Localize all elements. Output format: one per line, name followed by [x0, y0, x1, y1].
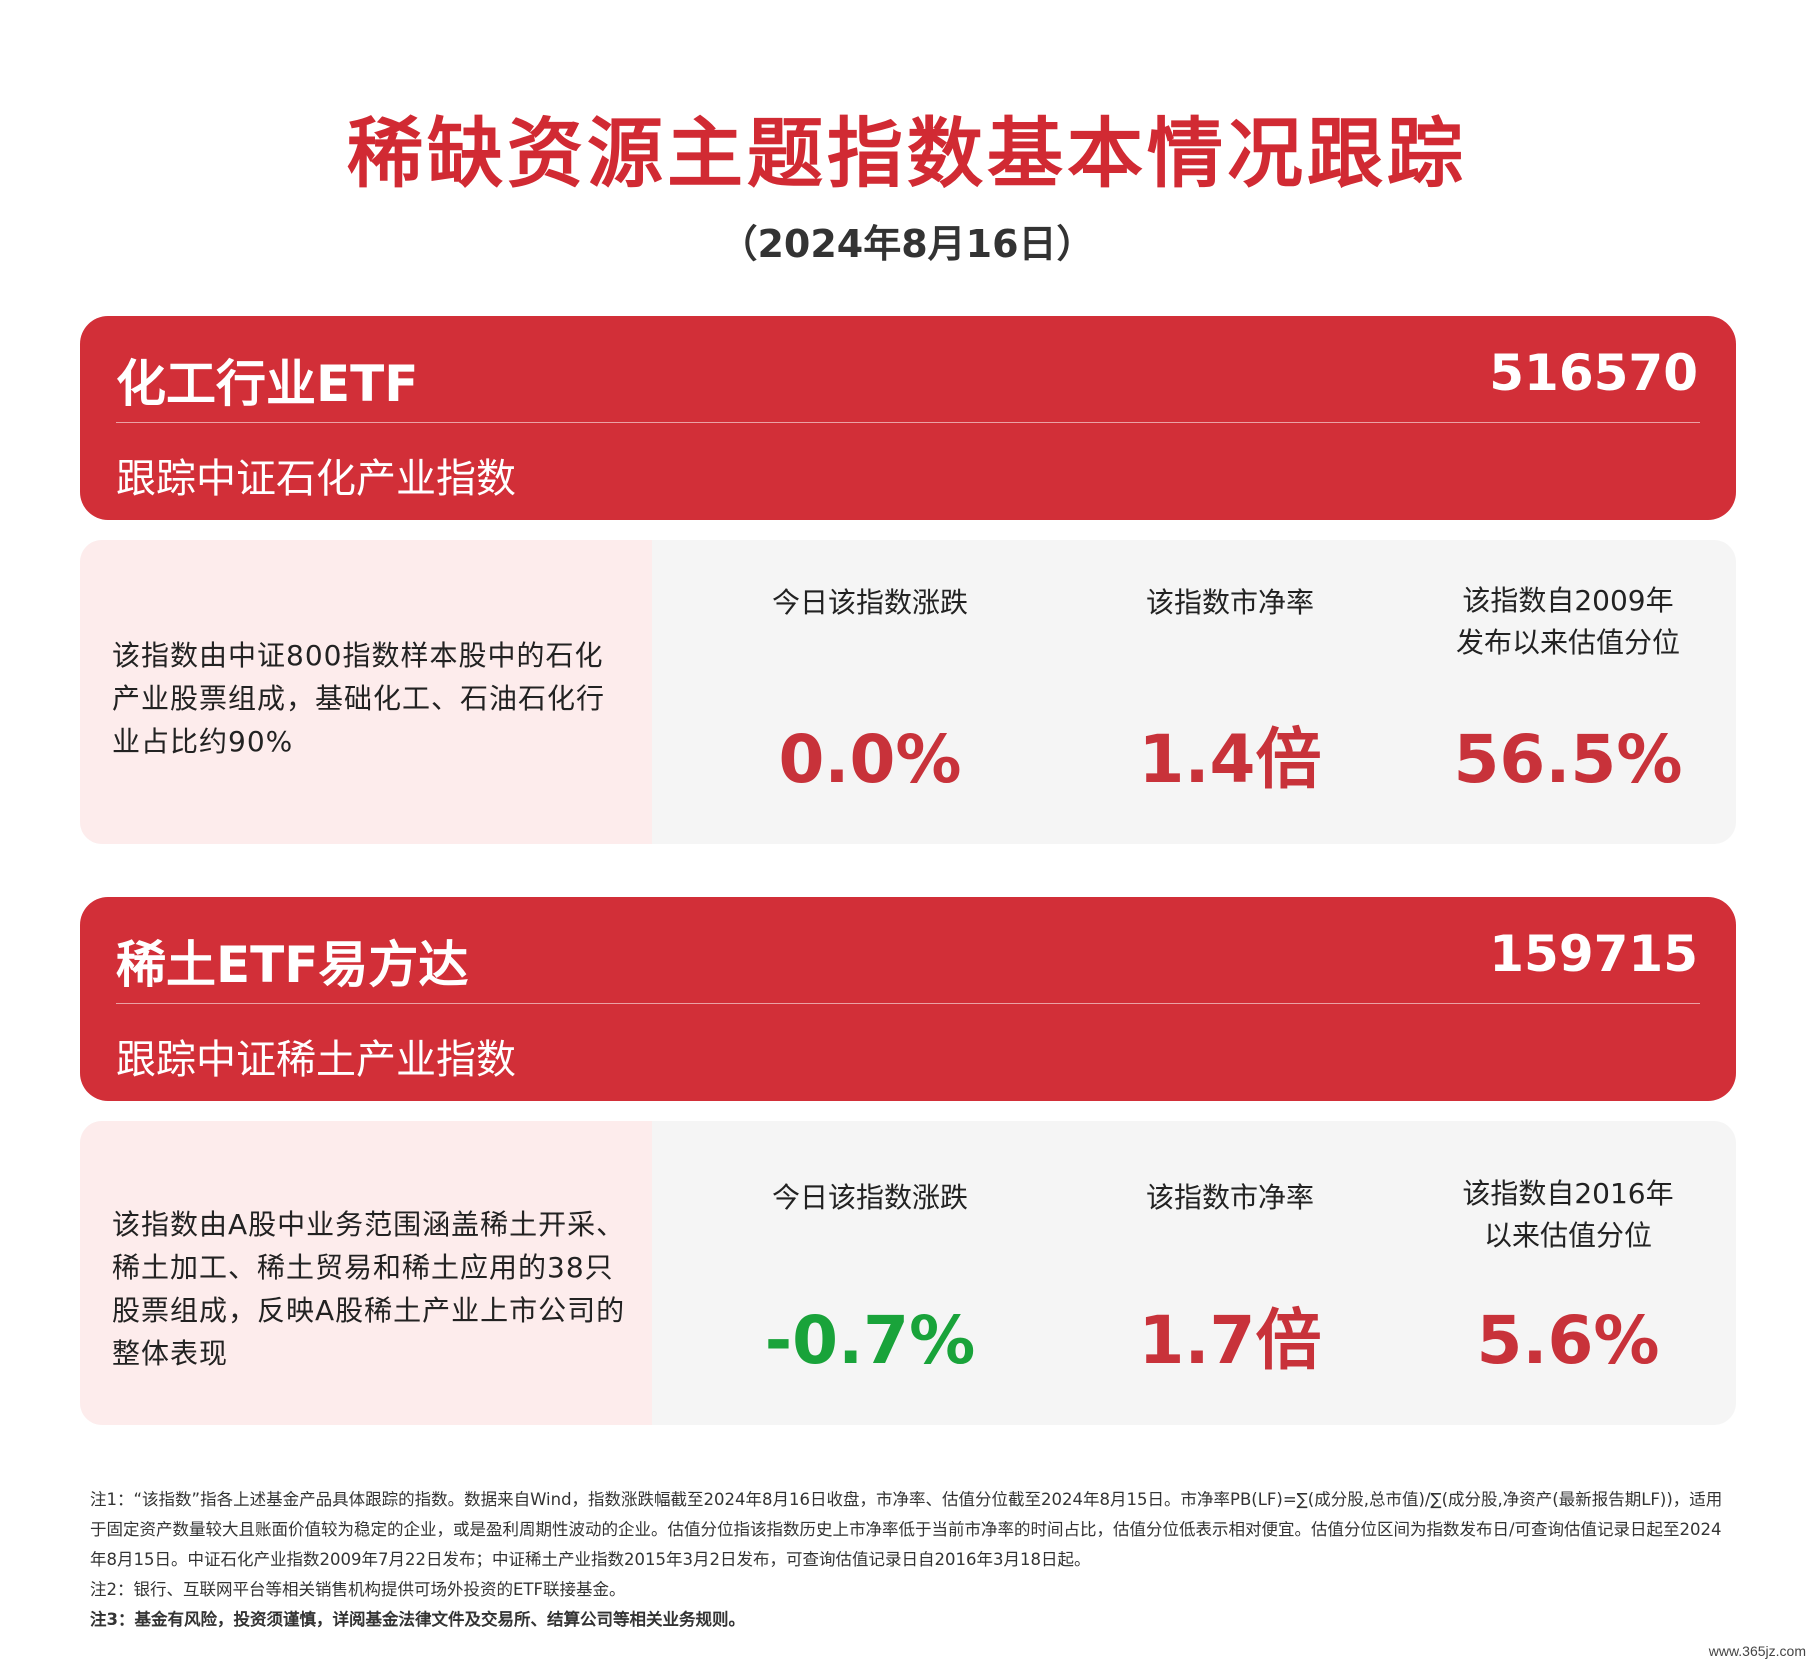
index-description-panel: 该指数由中证800指数样本股中的石化产业股票组成，基础化工、石油石化行业占比约9…	[80, 540, 652, 844]
metric-value: 56.5%	[1453, 721, 1683, 798]
metric-daily-change: 今日该指数涨跌 0.0%	[680, 540, 1060, 844]
header-divider	[116, 1003, 1700, 1004]
index-description: 该指数由中证800指数样本股中的石化产业股票组成，基础化工、石油石化行业占比约9…	[112, 639, 606, 758]
metric-value: 1.4倍	[1138, 721, 1322, 798]
fund-card-rare-earth: 该指数由A股中业务范围涵盖稀土开采、稀土加工、稀土贸易和稀土应用的38只股票组成…	[80, 1121, 1736, 1425]
footnotes: 注1：“该指数”指各上述基金产品具体跟踪的指数。数据来自Wind，指数涨跌幅截至…	[90, 1485, 1730, 1635]
metric-value: 1.7倍	[1138, 1302, 1322, 1379]
fund-card-chemical: 该指数由中证800指数样本股中的石化产业股票组成，基础化工、石油石化行业占比约9…	[80, 540, 1736, 844]
fund-track-index: 跟踪中证石化产业指数	[116, 456, 516, 502]
header-divider	[116, 422, 1700, 423]
fund-code: 516570	[1489, 344, 1698, 402]
metric-label: 今日该指数涨跌	[771, 586, 968, 619]
fund-header-chemical: 化工行业ETF 516570 跟踪中证石化产业指数	[80, 316, 1736, 520]
index-description-panel: 该指数由A股中业务范围涵盖稀土开采、稀土加工、稀土贸易和稀土应用的38只股票组成…	[80, 1121, 652, 1425]
footnote-3: 注3：基金有风险，投资须谨慎，详阅基金法律文件及交易所、结算公司等相关业务规则。	[90, 1610, 745, 1629]
metric-value: 0.0%	[778, 721, 962, 798]
footnote-2: 注2：银行、互联网平台等相关销售机构提供可场外投资的ETF联接基金。	[90, 1580, 626, 1599]
watermark: www.365jz.com	[1708, 1643, 1806, 1659]
fund-track-index: 跟踪中证稀土产业指数	[116, 1037, 516, 1083]
fund-name: 稀土ETF易方达	[116, 936, 469, 994]
metric-valuation-percentile: 该指数自2016年 以来估值分位 5.6%	[1400, 1121, 1736, 1425]
metric-pb-ratio: 该指数市净率 1.4倍	[1060, 540, 1400, 844]
metric-label: 该指数市净率	[1145, 1181, 1314, 1214]
page-title: 稀缺资源主题指数基本情况跟踪	[347, 109, 1467, 198]
index-description: 该指数由A股中业务范围涵盖稀土开采、稀土加工、稀土贸易和稀土应用的38只股票组成…	[112, 1208, 626, 1370]
metric-pb-ratio: 该指数市净率 1.7倍	[1060, 1121, 1400, 1425]
metric-label: 今日该指数涨跌	[771, 1181, 968, 1214]
metric-value: 5.6%	[1476, 1302, 1660, 1379]
fund-header-rare-earth: 稀土ETF易方达 159715 跟踪中证稀土产业指数	[80, 897, 1736, 1101]
footnote-1: 注1：“该指数”指各上述基金产品具体跟踪的指数。数据来自Wind，指数涨跌幅截至…	[90, 1490, 1723, 1569]
page-date: （2024年8月16日）	[719, 222, 1095, 266]
metric-value: -0.7%	[764, 1302, 976, 1379]
metric-label: 该指数自2009年 发布以来估值分位	[1455, 584, 1680, 659]
metric-label: 该指数自2016年 以来估值分位	[1462, 1177, 1674, 1252]
fund-code: 159715	[1489, 925, 1698, 983]
metric-daily-change: 今日该指数涨跌 -0.7%	[680, 1121, 1060, 1425]
metric-valuation-percentile: 该指数自2009年 发布以来估值分位 56.5%	[1400, 540, 1736, 844]
metric-label: 该指数市净率	[1145, 586, 1314, 619]
fund-name: 化工行业ETF	[116, 355, 419, 413]
